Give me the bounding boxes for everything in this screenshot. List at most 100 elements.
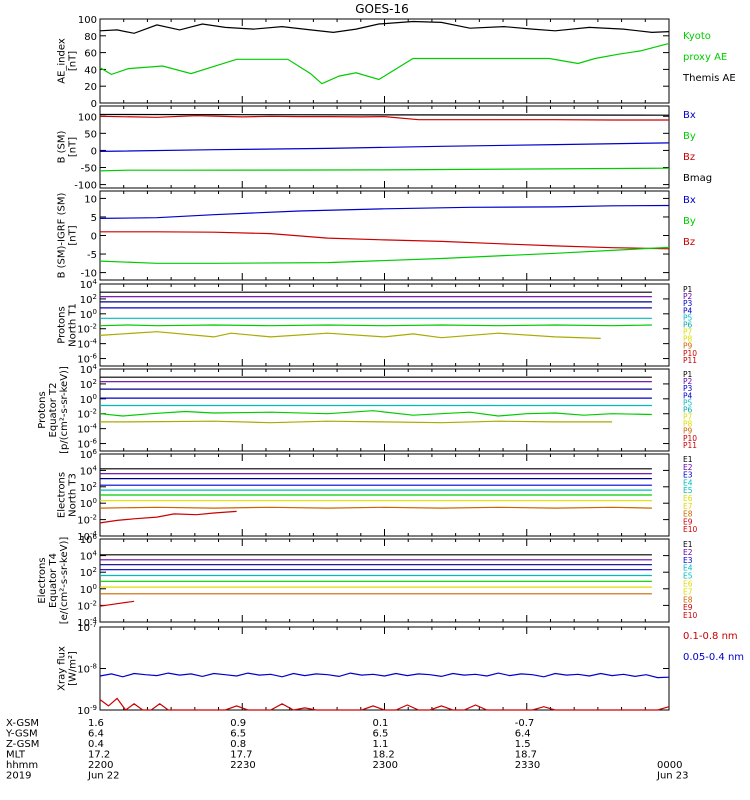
legend-entry: P2 <box>683 292 693 301</box>
y-axis-label: B (SM) <box>57 130 68 163</box>
y-tick-label: 100 <box>80 497 97 510</box>
legend-entry: E10 <box>683 525 698 534</box>
y-axis-label: Equator T4 <box>48 553 59 608</box>
y-axis-label: B (SM)-IGRF (SM) <box>57 193 68 279</box>
y-tick-label: 10-7 <box>77 621 97 634</box>
y-tick-label: 10 <box>84 194 97 205</box>
footer-value: 0.1 <box>373 718 389 729</box>
y-tick-label: 102 <box>80 378 97 391</box>
y-tick-label: 10-4 <box>77 530 97 543</box>
y-axis-label: [p/(cm²-s-sr-keV)] <box>59 366 70 454</box>
legend-entry: 0.05-0.4 nm <box>683 652 744 663</box>
legend-entry: P2 <box>683 377 693 386</box>
footer-value: 6.4 <box>515 729 531 740</box>
legend-entry: P9 <box>683 427 693 436</box>
legend-entry: P7 <box>683 413 693 422</box>
footer-row-label: 2019 <box>6 771 31 782</box>
y-axis-label: Equator T2 <box>48 383 59 438</box>
footer-value: 17.2 <box>88 750 110 761</box>
y-tick-label: 5 <box>91 213 97 224</box>
legend-entry: Bz <box>683 237 695 248</box>
y-axis-label: [nT] <box>68 225 79 245</box>
legend-entry: E10 <box>683 611 698 620</box>
y-axis-label: [nT] <box>68 137 79 157</box>
y-tick-label: 102 <box>80 481 97 494</box>
y-tick-label: 60 <box>84 49 97 60</box>
legend-entry: P4 <box>683 306 693 315</box>
legend-entry: Bx <box>683 195 696 206</box>
legend-entry: E8 <box>683 595 693 604</box>
legend-entry: E7 <box>683 502 693 511</box>
legend-entry: Themis AE <box>682 73 736 84</box>
y-tick-label: 0 <box>91 99 97 110</box>
series-line <box>99 331 601 339</box>
footer-value: 17.7 <box>230 750 252 761</box>
legend-entry: P7 <box>683 328 693 337</box>
footer-row-label: Z-GSM <box>6 739 39 750</box>
footer-value: 18.2 <box>373 750 395 761</box>
footer-value: 0.4 <box>88 739 104 750</box>
legend-entry: P11 <box>683 441 697 450</box>
legend-entry: Bmag <box>683 173 712 184</box>
legend-entry: E1 <box>683 540 693 549</box>
footer-row-label: MLT <box>6 750 26 761</box>
legend-entry: By <box>683 131 696 142</box>
legend-entry: P3 <box>683 299 693 308</box>
legend-entry: E5 <box>683 572 693 581</box>
y-tick-label: 80 <box>84 32 97 43</box>
panel-4: 104 102 100 10-2 10-4 10-6 Protons North T1 P1P2… <box>57 278 697 367</box>
footer-value: 2300 <box>373 760 398 771</box>
y-tick-label: 10-2 <box>77 408 97 421</box>
y-tick-label: 10-4 <box>77 423 97 436</box>
legend-entry: P9 <box>683 342 693 351</box>
legend-entry: E7 <box>683 587 693 596</box>
y-tick-label: 10-8 <box>77 663 97 676</box>
footer-row-label: hhmm <box>6 760 38 771</box>
footer-value: 6.5 <box>373 729 389 740</box>
footer-row-label: Y-GSM <box>5 729 38 740</box>
legend-entry: E2 <box>683 548 693 557</box>
y-axis-label: AE_index <box>57 38 68 84</box>
panel-1: 0 20 40 60 80 100 AE_index [nT] Kyoto proxy AE The… <box>57 15 736 110</box>
footer-value: Jun 22 <box>87 771 120 782</box>
y-tick-label: 20 <box>84 82 97 93</box>
y-axis-label: North T3 <box>68 473 79 517</box>
legend-entry: E3 <box>683 471 693 480</box>
footer-value: 2230 <box>230 760 255 771</box>
legend-entry: E9 <box>683 603 693 612</box>
panel-frame <box>99 18 670 104</box>
panel-frame <box>99 626 670 711</box>
y-axis-label: Electrons <box>57 472 68 518</box>
series-line <box>99 697 670 711</box>
y-tick-label: 104 <box>80 464 98 477</box>
y-axis-label: [e/(cm²-s-sr-keV)] <box>59 537 70 625</box>
series-line <box>99 204 670 219</box>
y-tick-label: 10-6 <box>77 438 97 451</box>
footer-row-label: X-GSM <box>6 718 39 729</box>
series-line <box>99 20 670 34</box>
y-tick-label: 10-4 <box>77 616 97 629</box>
series-line <box>99 142 670 152</box>
y-tick-label: 10-4 <box>77 338 97 351</box>
figure-title: GOES-16 <box>355 2 409 16</box>
footer-value: 6.4 <box>88 729 104 740</box>
y-tick-label: 10-2 <box>77 514 97 527</box>
y-tick-label: 100 <box>80 583 97 596</box>
y-tick-label: 100 <box>80 308 97 321</box>
panel-8: 10-7 10-8 10-9 Xray flux [W/m²] 0.1-0.8 nm 0.0… <box>57 621 745 717</box>
y-tick-label: 50 <box>84 129 97 140</box>
series-line <box>100 420 613 424</box>
series-line <box>99 246 670 264</box>
panel-2: -100 -50 0 50 100 B (SM) [nT] Bx By Bz Bmag <box>57 105 712 192</box>
series-line <box>99 410 652 417</box>
legend-entry: P1 <box>683 370 693 379</box>
legend-entry: P8 <box>683 420 693 429</box>
y-axis-label: Protons <box>57 306 68 343</box>
footer-value: 2330 <box>515 760 540 771</box>
y-axis-label: [nT] <box>68 51 79 71</box>
y-axis-label: North T1 <box>68 303 79 347</box>
legend-entry: P1 <box>683 285 693 294</box>
y-tick-label: 10-2 <box>77 323 97 336</box>
series-line <box>99 42 670 85</box>
